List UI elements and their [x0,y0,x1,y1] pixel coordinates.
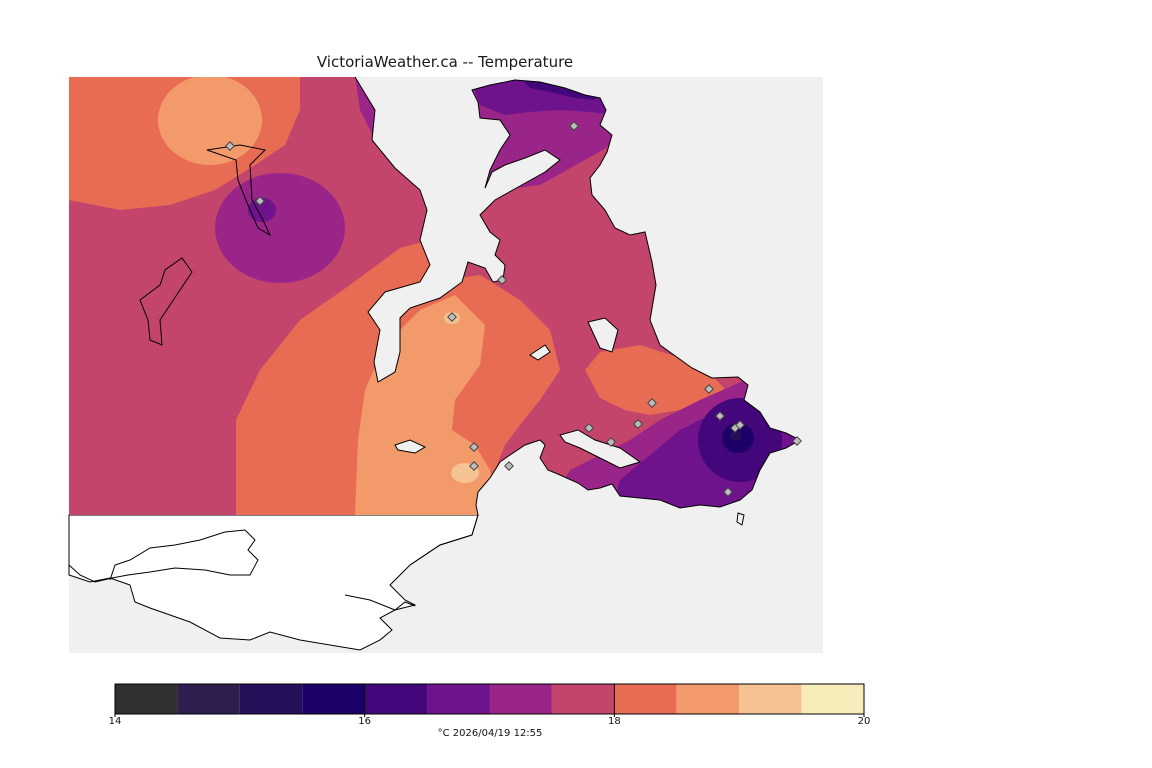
legend-bin [239,684,303,714]
station-markers [225,121,802,497]
unanalyzed-land [68,514,479,651]
legend-bin [801,684,864,714]
station-marker[interactable] [504,461,514,471]
station-marker[interactable] [255,196,265,206]
legend-tick-label: 16 [358,716,372,727]
legend-bin [614,684,677,714]
lake-east [587,317,619,353]
color-legend [114,683,865,717]
zone-17-17.5-cell [215,173,345,283]
station-marker[interactable] [647,398,657,408]
lake-inlet [206,144,272,237]
station-marker[interactable] [735,420,745,430]
station-marker[interactable] [225,141,235,151]
lake-west [139,257,193,346]
inner-harbour [559,429,642,469]
station-marker[interactable] [704,384,714,394]
legend-bin [427,684,490,714]
coastline-south [68,529,259,583]
legend-tick-label: 18 [607,716,621,727]
legend-bin [739,684,802,714]
station-marker[interactable] [469,461,479,471]
station-marker[interactable] [569,121,579,131]
legend-tick-label: 14 [108,716,122,727]
map-title: VictoriaWeather.ca -- Temperature [316,53,574,71]
station-marker[interactable] [792,436,802,446]
coastline [354,76,802,566]
station-marker[interactable] [723,487,733,497]
zone-18.5-19-nw [158,77,262,165]
station-marker[interactable] [633,419,643,429]
legend-bin [115,684,178,714]
legend-tick-label: 20 [857,716,871,727]
legend-bin [177,684,240,714]
legend-units-timestamp: °C 2026/04/19 12:55 [437,728,543,739]
legend-bin [302,684,365,714]
legend-bin [489,684,552,714]
legend-bin [551,684,615,714]
lake-central [394,439,427,454]
station-marker[interactable] [497,275,507,285]
station-marker[interactable] [606,437,616,447]
station-marker[interactable] [584,423,594,433]
legend-bin [364,684,428,714]
legend-bin [676,684,740,714]
station-marker[interactable] [447,312,457,322]
station-marker[interactable] [715,411,725,421]
station-marker[interactable] [469,442,479,452]
